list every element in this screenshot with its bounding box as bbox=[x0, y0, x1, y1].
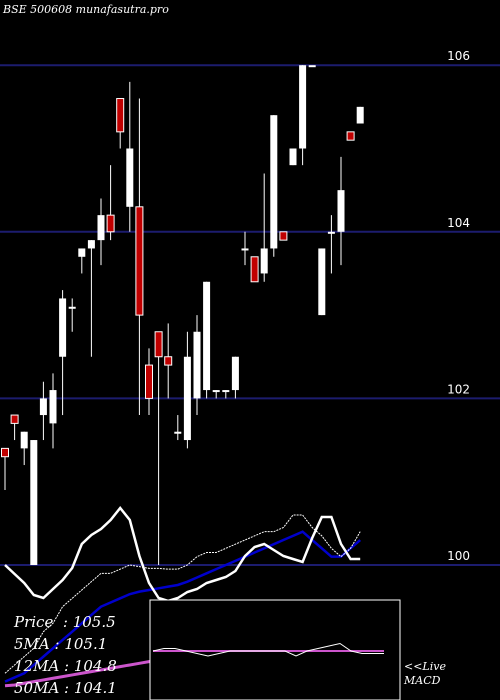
candle-body-27 bbox=[260, 248, 268, 274]
candle-body-36 bbox=[346, 131, 355, 141]
ma5-value: 105.1 bbox=[64, 635, 108, 653]
candle-body-28 bbox=[270, 115, 278, 249]
candle-body-6 bbox=[59, 298, 67, 357]
ma50-label: 50MA bbox=[14, 679, 60, 697]
live-label: <<Live bbox=[404, 660, 446, 673]
ma50-row: 50MA : 104.1 bbox=[14, 679, 117, 697]
candle-body-37 bbox=[356, 106, 364, 124]
candle-body-7 bbox=[68, 306, 76, 309]
price-label: Price bbox=[14, 613, 54, 631]
live-macd-label: <<Live MACD bbox=[404, 660, 446, 688]
candle-body-30 bbox=[289, 148, 297, 166]
ma-blue-line bbox=[4, 530, 362, 683]
price-value: 105.5 bbox=[72, 613, 116, 631]
site-label: munafasutra.pro bbox=[75, 3, 169, 16]
live-macd-panel bbox=[149, 599, 401, 700]
candle-body-32 bbox=[308, 65, 316, 68]
candle-body-3 bbox=[30, 440, 38, 565]
candle-body-22 bbox=[212, 390, 220, 393]
candle-body-15 bbox=[145, 364, 153, 399]
ma5-label: 5MA bbox=[14, 635, 50, 653]
tick-label-102: 102 bbox=[447, 382, 470, 396]
candle-body-10 bbox=[97, 215, 105, 241]
candle-body-35 bbox=[337, 190, 345, 232]
price-tick-labels: 100 102 104 106 bbox=[447, 49, 470, 563]
ma12-value: 104.8 bbox=[73, 657, 117, 675]
candle-body-29 bbox=[279, 231, 288, 241]
candle-body-0 bbox=[1, 447, 9, 458]
candle-body-18 bbox=[174, 431, 182, 434]
candle-body-34 bbox=[327, 231, 335, 234]
price-grid bbox=[0, 64, 500, 566]
candle-body-25 bbox=[241, 248, 249, 251]
candlesticks bbox=[1, 65, 364, 565]
candle-body-26 bbox=[250, 256, 259, 283]
ma5-row: 5MA : 105.1 bbox=[14, 635, 108, 653]
candle-body-24 bbox=[231, 356, 239, 391]
candle-body-23 bbox=[222, 390, 230, 393]
candle-body-12 bbox=[116, 98, 125, 133]
candle-body-19 bbox=[183, 356, 191, 441]
candle-body-33 bbox=[318, 248, 326, 316]
tick-label-106: 106 bbox=[447, 49, 470, 63]
candle-body-21 bbox=[203, 281, 211, 391]
candle-body-1 bbox=[10, 414, 19, 424]
macd-line bbox=[4, 505, 361, 603]
ma50-value: 104.1 bbox=[73, 679, 117, 697]
candle-body-20 bbox=[193, 331, 201, 399]
candle-body-14 bbox=[135, 206, 144, 316]
candle-body-2 bbox=[20, 431, 28, 449]
candle-body-13 bbox=[126, 148, 134, 207]
candle-body-17 bbox=[164, 356, 173, 366]
candle-body-4 bbox=[39, 398, 47, 416]
candle-body-31 bbox=[299, 65, 307, 149]
ma12-label: 12MA bbox=[14, 657, 60, 675]
tick-label-104: 104 bbox=[447, 216, 470, 230]
tick-label-100: 100 bbox=[447, 549, 470, 563]
stats-panel: Price : 105.5 5MA : 105.1 12MA : 104.8 5… bbox=[14, 611, 117, 699]
candle-body-11 bbox=[106, 214, 115, 233]
ma12-row: 12MA : 104.8 bbox=[14, 657, 117, 675]
candle-body-9 bbox=[87, 240, 95, 249]
live-macd-line bbox=[152, 642, 384, 657]
symbol-label: BSE 500608 bbox=[3, 3, 73, 16]
candle-body-8 bbox=[78, 248, 86, 257]
candle-body-5 bbox=[49, 390, 57, 424]
ma-white-line bbox=[4, 514, 361, 674]
macd-label: MACD bbox=[404, 674, 441, 687]
chart-header: BSE 500608 munafasutra.pro bbox=[3, 3, 169, 16]
price-row: Price : 105.5 bbox=[14, 613, 116, 631]
candle-body-16 bbox=[154, 331, 163, 358]
